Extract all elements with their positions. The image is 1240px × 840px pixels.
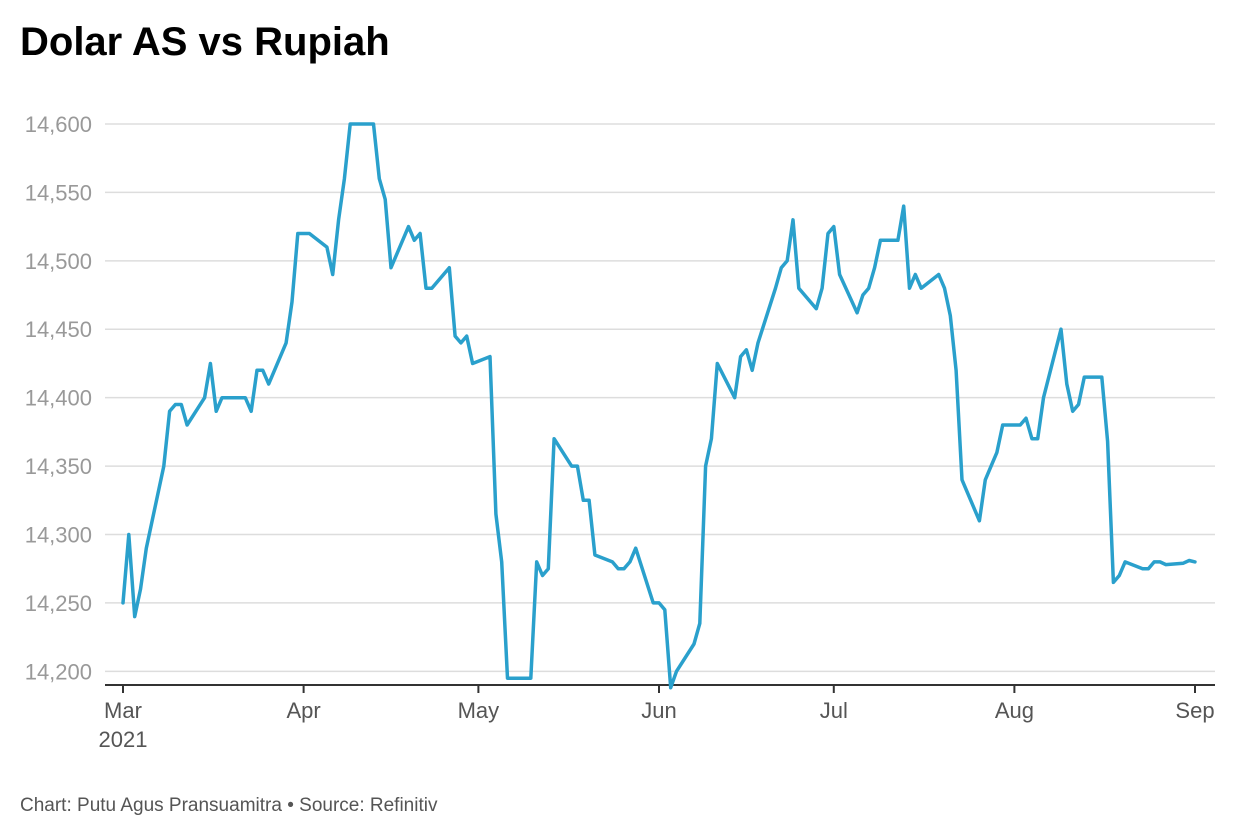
y-tick-label: 14,550 xyxy=(25,180,92,205)
x-tick-label: Mar xyxy=(104,698,142,723)
y-tick-label: 14,350 xyxy=(25,454,92,479)
series-line xyxy=(121,122,1197,690)
chart-footer: Chart: Putu Agus Pransuamitra • Source: … xyxy=(20,795,437,817)
line-chart: 14,200 14,250 14,300 14,350 14,400 14,450 14,5… xyxy=(25,112,1215,752)
y-tick-label: 14,450 xyxy=(25,317,92,342)
y-tick-label: 14,250 xyxy=(25,591,92,616)
y-tick-label: 14,300 xyxy=(25,522,92,547)
x-tick-label: Aug xyxy=(995,698,1034,723)
y-tick-label: 14,400 xyxy=(25,386,92,411)
chart-credit: Chart: Putu Agus Pransuamitra xyxy=(20,795,282,816)
x-tick-sublabel: 2021 xyxy=(99,727,148,752)
y-tick-label: 14,200 xyxy=(25,659,92,684)
series-layer xyxy=(121,122,1197,690)
x-tick-label: Jun xyxy=(641,698,676,723)
x-tick-label: Sep xyxy=(1175,698,1214,723)
x-tick-label: Apr xyxy=(286,698,320,723)
chart-source: Source: Refinitiv xyxy=(299,795,438,816)
x-axis-ticks: Mar 2021 Apr May Jun Jul Aug Sep xyxy=(99,684,1215,752)
y-tick-label: 14,500 xyxy=(25,249,92,274)
x-tick-label: May xyxy=(458,698,500,723)
y-tick-label: 14,600 xyxy=(25,112,92,137)
footer-separator: • xyxy=(287,795,294,816)
y-axis-ticks: 14,200 14,250 14,300 14,350 14,400 14,450 14,5… xyxy=(25,112,92,684)
gridlines xyxy=(105,123,1215,673)
chart-title: Dolar AS vs Rupiah xyxy=(20,20,390,64)
x-tick-label: Jul xyxy=(820,698,848,723)
